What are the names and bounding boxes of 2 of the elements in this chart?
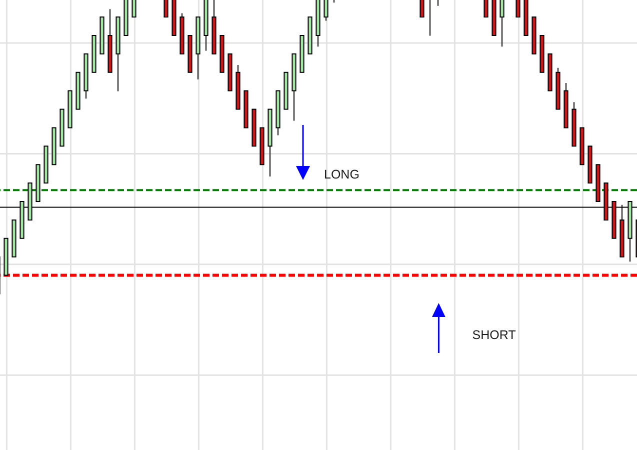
annotation: LONG	[324, 167, 360, 182]
text: SHORT	[472, 328, 516, 342]
